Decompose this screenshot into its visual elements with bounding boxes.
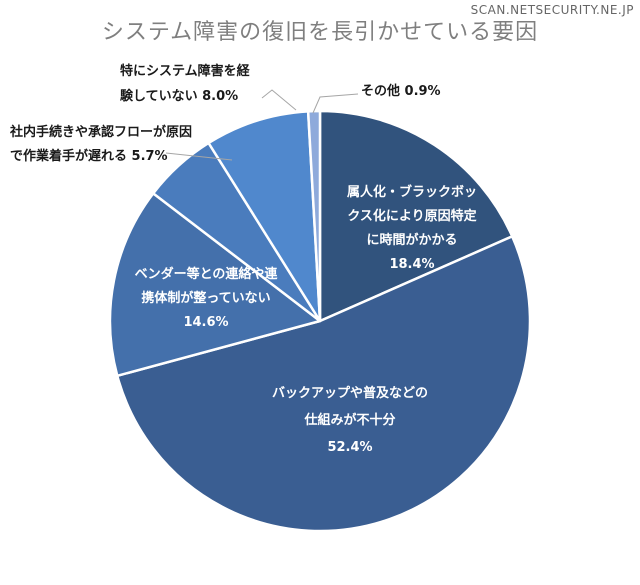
- leader-line-5: [312, 93, 359, 114]
- slice-label-line: 属人化・ブラックボッ: [347, 184, 477, 200]
- slice-label-line: 特にシステム障害を経: [120, 63, 251, 79]
- slice-value-label: 18.4%: [389, 257, 434, 272]
- pie-slice-2: [108, 192, 322, 378]
- leader-line-4: [261, 89, 297, 111]
- slice-label-line: バックアップや普及などの: [272, 385, 428, 401]
- slice-value-label: 14.6%: [183, 315, 228, 330]
- slice-label-line: 仕組みが不十分: [303, 412, 395, 428]
- slice-label-line: ベンダー等との連絡や連: [135, 266, 279, 282]
- slice-label-line: クス化により原因特定: [347, 208, 476, 224]
- slice-label-1: バックアップや普及などの仕組みが不十分 52.4%: [272, 385, 428, 455]
- slice-label-5: その他 0.9%: [361, 83, 441, 99]
- slice-label-0: 属人化・ブラックボックス化により原因特定に時間がかかる 18.4%: [347, 184, 477, 272]
- slice-label-line: で作業着手が遅れる 5.7%: [10, 148, 168, 164]
- chart-title: システム障害の復旧を長引かせている要因: [101, 20, 539, 45]
- slice-label-2: ベンダー等との連絡や連携体制が整っていない 14.6%: [135, 266, 279, 330]
- watermark: SCAN.NETSECURITY.NE.JP: [470, 3, 634, 17]
- pie-slice-1: [116, 235, 532, 533]
- slice-label-line: その他 0.9%: [361, 83, 441, 99]
- pie-slice-0: [318, 109, 514, 323]
- slice-value-label: 52.4%: [327, 440, 372, 455]
- pie-slice-4: [207, 110, 322, 323]
- slice-label-line: に時間がかかる: [366, 232, 457, 248]
- leader-line-3: [165, 152, 233, 161]
- slice-label-3: 社内手続きや承認フローが原因で作業着手が遅れる 5.7%: [9, 124, 192, 164]
- slice-label-line: 社内手続きや承認フローが原因: [9, 124, 192, 140]
- slice-label-line: 験していない 8.0%: [120, 88, 238, 104]
- slice-label-4: 特にシステム障害を経験していない 8.0%: [120, 63, 251, 104]
- slice-label-line: 携体制が整っていない: [141, 290, 270, 306]
